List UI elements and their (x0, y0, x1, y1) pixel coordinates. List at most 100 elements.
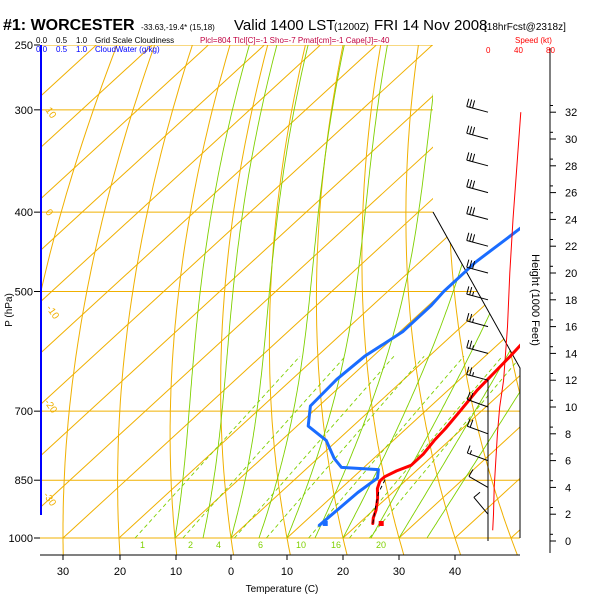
height-tick-label: 30 (565, 134, 577, 146)
wind-layer (466, 98, 522, 541)
wind-barb-flag (466, 179, 470, 188)
isotherm-line (40, 45, 377, 355)
height-tick-label: 14 (565, 348, 577, 360)
p-tick-label: 300 (15, 105, 33, 117)
mixing-ratio-label: 16 (331, 540, 341, 550)
p-tick-label: 250 (15, 40, 33, 52)
dry-adiabat (169, 45, 231, 555)
dry-adiabat (117, 45, 193, 555)
speed-label: Speed (kt) (515, 36, 552, 45)
wind-barb-flag (469, 367, 473, 376)
temperature-line (371, 343, 520, 525)
dry-adiabat (268, 45, 306, 555)
wind-barb-flag (466, 259, 470, 268)
dry-adiabat (40, 45, 118, 298)
mixing-ratio-line (308, 356, 465, 539)
p-tick-label: 400 (15, 207, 33, 219)
height-tick-label: 6 (565, 456, 571, 468)
height-axis-label: Height (1000 Feet) (529, 254, 541, 346)
wind-barb-staff (466, 186, 489, 194)
wind-barb-half-flag (472, 291, 475, 296)
wind-barb (466, 366, 489, 381)
height-tick-label: 8 (565, 429, 571, 441)
height-tick-label: 24 (565, 214, 577, 226)
moist-adiabat (230, 45, 309, 539)
chart-utc: (1200Z) (334, 22, 369, 33)
x-tick-label: 30 (393, 566, 405, 578)
wind-barb-staff (467, 425, 489, 435)
height-tick-label: 10 (565, 402, 577, 414)
wind-barb-flag (472, 127, 476, 135)
wind-barb-flag (466, 418, 471, 427)
height-tick-label: 16 (565, 322, 577, 334)
moist-adiabat (286, 45, 388, 539)
wind-barb (466, 286, 489, 301)
wind-barb-flag (469, 206, 473, 215)
dry-adiabat (220, 45, 269, 555)
mixing-ratio-line (182, 355, 346, 539)
moist-adiabat (398, 332, 520, 539)
wind-panel-boundary (432, 211, 521, 538)
wind-barb (466, 179, 489, 194)
wind-barb-flag (466, 339, 470, 348)
moist-adiabat (314, 45, 441, 539)
wind-barb-flag (472, 100, 476, 109)
wind-barb-flag (469, 260, 473, 269)
parcel-path (372, 477, 387, 524)
series-layer (306, 226, 520, 527)
mixing-ratio-label: 2 (188, 540, 193, 550)
surface-dewpoint-marker (322, 520, 328, 526)
height-tick-label: 22 (565, 241, 577, 253)
moist-adiabat (174, 45, 250, 539)
wind-barb-staff (466, 374, 489, 381)
wind-barb-flag (466, 445, 471, 454)
wind-barb-staff (467, 452, 489, 462)
wind-barb-flag (466, 125, 470, 134)
wind-barb-flag (469, 179, 473, 188)
wind-barb-flag (472, 207, 476, 216)
x-tick-label: 0 (228, 566, 234, 578)
wind-barb-flag (473, 491, 481, 498)
wind-barb-staff (466, 132, 489, 140)
height-tick-label: 2 (565, 509, 571, 521)
p-tick-label: 700 (15, 406, 33, 418)
cloudwater-label: CloudWater (g/kg) (95, 45, 160, 54)
cloud-label: Grid Scale Cloudiness (95, 36, 174, 45)
wind-barb-flag (469, 153, 473, 162)
wind-barb-staff (466, 159, 489, 167)
mixing-ratio-line (134, 355, 301, 539)
x-axis-label: Temperature (C) (246, 584, 319, 595)
wind-barb-staff (466, 106, 489, 113)
wind-barb (466, 232, 489, 247)
wind-barb-flag (466, 313, 470, 322)
wind-barb-flag (469, 287, 473, 296)
mixing-ratio-label: 1 (140, 540, 145, 550)
wind-barb-flag (469, 313, 473, 322)
wind-barb (466, 339, 489, 354)
mixing-ratio-line (234, 356, 395, 539)
cloudwater-tick-2: 1.0 (76, 45, 88, 54)
wind-barb-staff (473, 497, 489, 515)
wind-barb (466, 125, 489, 140)
dry-adiabat-label: 0 (43, 207, 55, 218)
isotherm-line (118, 169, 520, 539)
wind-barb-staff (466, 266, 489, 274)
p-tick-label: 850 (15, 475, 33, 487)
isotherm-line (40, 45, 209, 201)
chart-date: FRI 14 Nov 2008 (374, 17, 487, 34)
isotherm-line (40, 45, 433, 406)
wind-barb-flag (469, 233, 473, 242)
height-tick-label: 0 (565, 536, 571, 548)
wind-barb-flag (469, 392, 474, 401)
wind-barb-half-flag (469, 450, 472, 455)
x-tick-label: 40 (449, 566, 461, 578)
wind-barb-flag (469, 99, 473, 108)
isotherm-line (398, 426, 520, 539)
wind-barb-flag (468, 469, 474, 477)
p-tick-label: 500 (15, 287, 33, 299)
y-axis-label: P (hPa) (4, 293, 15, 327)
speed-tick-0: 0 (486, 46, 491, 55)
